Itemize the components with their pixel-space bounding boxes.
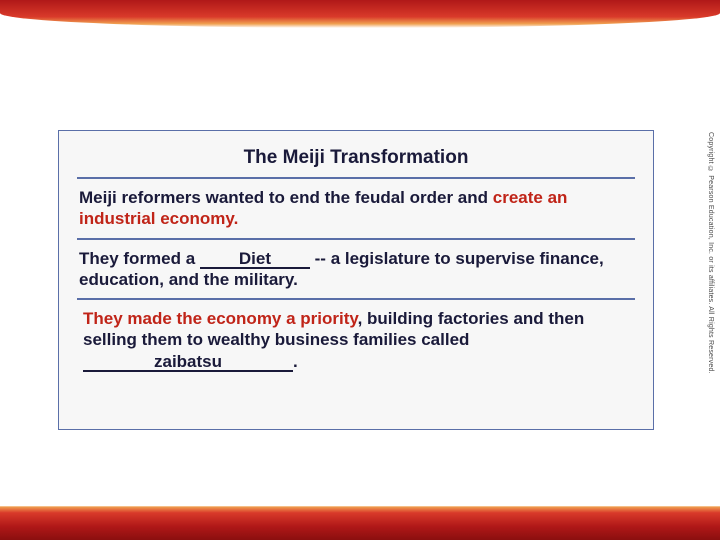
answer-diet: Diet — [239, 249, 271, 268]
bottom-decorative-band — [0, 506, 720, 540]
content-panel: The Meiji Transformation Meiji reformers… — [58, 130, 654, 430]
section-1: Meiji reformers wanted to end the feudal… — [77, 179, 635, 240]
section-2: They formed a Diet -- a legislature to s… — [77, 240, 635, 301]
section-3: They made the economy a priority, buildi… — [77, 300, 635, 380]
answer-zaibatsu: zaibatsu — [154, 352, 222, 371]
section3-accent: They made the economy a priority — [83, 309, 358, 328]
section1-lead: Meiji reformers wanted to end the feudal… — [79, 188, 493, 207]
top-decorative-band — [0, 0, 720, 28]
blank-2: zaibatsu — [83, 353, 293, 372]
copyright-text: Copyright © Pearson Education, Inc. or i… — [704, 132, 714, 374]
blank-1: Diet — [200, 250, 310, 269]
section2-before: They formed a — [79, 249, 200, 268]
slide-title: The Meiji Transformation — [77, 141, 635, 179]
section3-trail: . — [293, 352, 298, 371]
